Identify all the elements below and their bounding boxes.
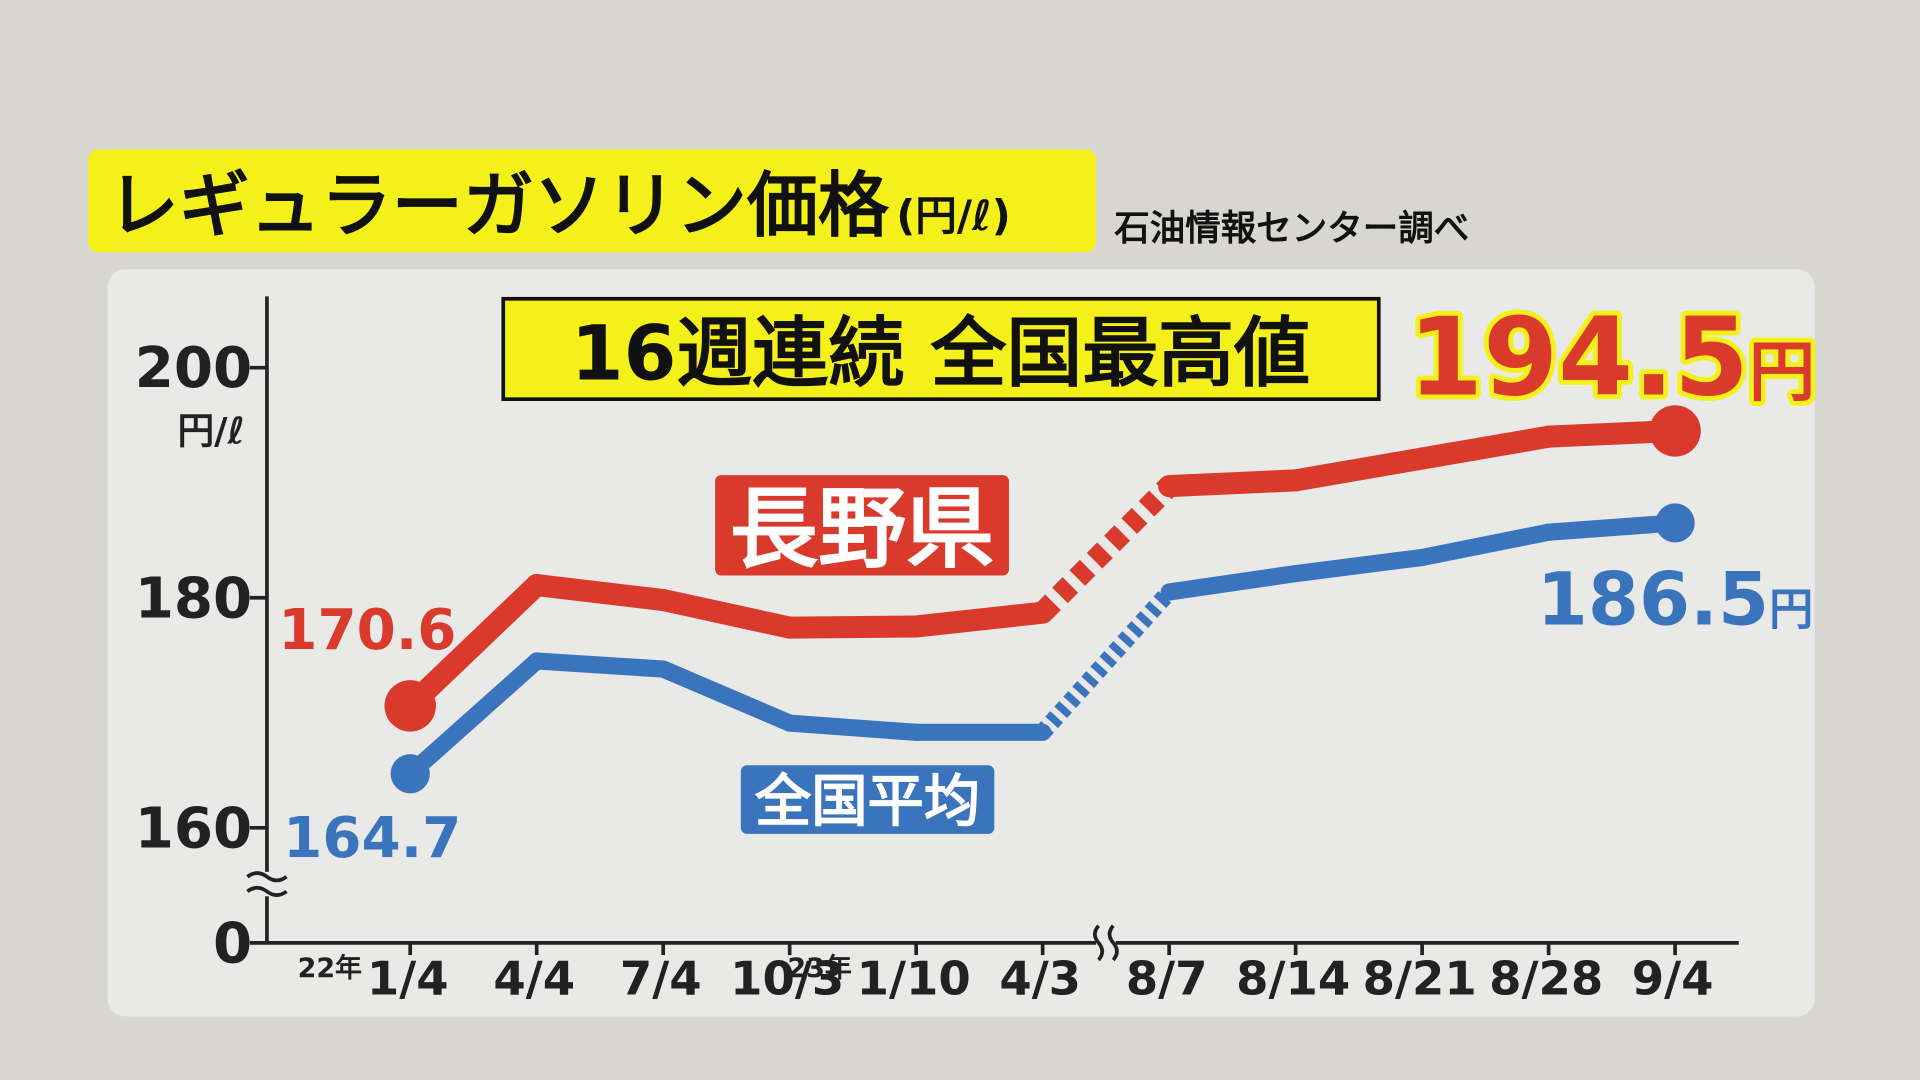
data-label: 170.6 [278, 598, 456, 663]
title-text: レギュラーガソリン価格 [108, 164, 890, 247]
line-segment [528, 652, 672, 678]
data-label-unit: 円 [1749, 333, 1815, 410]
y-tick-label: 180 [135, 566, 253, 631]
x-tick-label: 8/14 [1236, 951, 1350, 1005]
line-segment [1540, 514, 1684, 541]
y-tick-label: 0 [213, 911, 252, 976]
line-segment [778, 615, 928, 639]
x-tick-label: 8/7 [1126, 951, 1208, 1005]
line-segment [1287, 548, 1431, 583]
x-tick-label: 4/3 [999, 951, 1081, 1005]
axis-break [246, 871, 288, 897]
line-segment [1036, 586, 1176, 739]
y-unit: 円/ℓ [177, 409, 244, 452]
x-tick-label: 1/10 [857, 951, 971, 1005]
end-point [384, 680, 436, 732]
data-label-value: 170.6 [278, 598, 456, 663]
annotation-box [501, 296, 1381, 402]
year-label: 22年 [298, 952, 362, 984]
data-label-value: 164.7 [283, 806, 461, 871]
line-segment [652, 589, 801, 639]
line-segment [1284, 447, 1434, 492]
line-segment [1034, 478, 1177, 621]
line-segment [654, 660, 799, 732]
series-label: 長野県 [730, 478, 994, 581]
data-label: 164.7 [283, 806, 461, 871]
data-label-unit: 円 [1769, 584, 1813, 635]
series-label: 全国平均 [754, 769, 980, 834]
line-segment [1411, 425, 1560, 470]
end-point [390, 754, 430, 794]
x-tick-label: 8/21 [1363, 951, 1477, 1005]
data-label: 186.5円 [1537, 557, 1813, 642]
chart-title: レギュラーガソリン価格 (円/ℓ) [108, 164, 1011, 247]
x-tick-label: 8/28 [1489, 951, 1603, 1005]
end-point [1649, 405, 1701, 457]
y-tick-label: 200 [135, 336, 253, 401]
line-segment [1413, 523, 1558, 567]
end-point [1655, 503, 1695, 543]
x-tick-label: 1/4 [367, 951, 449, 1005]
x-break [1093, 924, 1119, 962]
series-label-box [740, 765, 995, 834]
x-tick-label: 9/4 [1632, 951, 1714, 1005]
y-tick-label: 160 [135, 796, 253, 861]
line-segment [399, 574, 548, 717]
year-label: 23年 [787, 952, 851, 984]
annotation: 16週連続 全国最高値 [571, 310, 1310, 398]
data-label: 194.5円 [1408, 295, 1815, 420]
data-label-value: 186.5 [1537, 557, 1769, 642]
line-segment [781, 714, 925, 741]
x-tick-label: 10/3 [730, 951, 844, 1005]
x-tick-label: 7/4 [620, 951, 702, 1005]
line-segment [1158, 469, 1307, 498]
line-segment [525, 574, 675, 612]
data-label-value: 194.5 [1408, 295, 1749, 420]
line-segment [1160, 565, 1305, 601]
series-label-box [715, 475, 1009, 576]
x-tick-label: 4/4 [493, 951, 575, 1005]
title-unit: (円/ℓ) [896, 191, 1011, 240]
source: 石油情報センター調べ [1113, 208, 1469, 249]
title-box [88, 149, 1096, 253]
line-segment [401, 652, 546, 783]
line-segment [905, 601, 1054, 638]
